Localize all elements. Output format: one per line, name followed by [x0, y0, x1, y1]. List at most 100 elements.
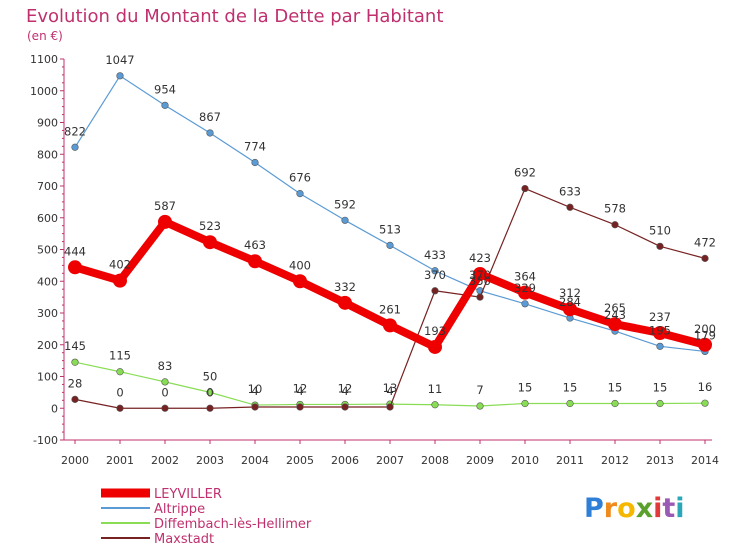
- data-label: 265: [604, 301, 626, 315]
- x-tick-label: 2002: [151, 454, 179, 467]
- data-point: [518, 285, 532, 300]
- data-point: [296, 403, 304, 411]
- data-point: [251, 158, 259, 167]
- data-label: 423: [469, 251, 491, 265]
- data-point: [386, 403, 394, 411]
- data-point: [428, 339, 442, 354]
- data-point: [68, 260, 82, 275]
- data-point: [566, 203, 574, 211]
- y-tick-label: 800: [37, 148, 58, 161]
- legend-label: Maxstadt: [154, 532, 214, 547]
- data-label: 633: [559, 184, 581, 198]
- data-point: [341, 403, 349, 411]
- data-point: [653, 326, 667, 341]
- y-tick-label: 200: [37, 339, 58, 352]
- data-point: [611, 221, 619, 229]
- data-label: 12: [338, 381, 353, 395]
- data-label: 28: [68, 376, 83, 390]
- x-tick-label: 2006: [331, 454, 359, 467]
- data-label: 510: [649, 223, 671, 237]
- data-label: 11: [428, 382, 443, 396]
- logo-letter: o: [617, 493, 636, 524]
- data-label: 261: [379, 302, 401, 316]
- x-tick-label: 2003: [196, 454, 224, 467]
- y-tick-label: 700: [37, 180, 58, 193]
- data-label: 4: [341, 384, 348, 398]
- data-label: 15: [608, 380, 623, 394]
- data-point: [566, 399, 574, 408]
- data-point: [521, 184, 529, 193]
- legend-label: Altrippe: [154, 502, 205, 517]
- data-point: [431, 401, 439, 409]
- data-labels: 8221047954867774676592513433370329284243…: [64, 53, 716, 399]
- x-tick-label: 2004: [241, 454, 269, 467]
- data-label: 237: [649, 310, 671, 324]
- data-label: 13: [383, 381, 398, 395]
- data-point: [71, 395, 79, 403]
- data-point: [476, 402, 484, 410]
- data-label: 578: [604, 202, 626, 216]
- data-point: [71, 358, 79, 366]
- data-point: [206, 388, 214, 396]
- data-label: 364: [514, 270, 536, 284]
- y-tick-label: 100: [37, 371, 58, 384]
- chart-title: Evolution du Montant de la Dette par Hab…: [26, 6, 443, 27]
- data-point: [701, 254, 709, 262]
- x-tick-label: 2007: [376, 454, 404, 467]
- data-label: 145: [64, 339, 86, 353]
- data-label: 200: [694, 322, 716, 336]
- legend-label: LEYVILLER: [154, 487, 222, 502]
- series-lines: [68, 72, 712, 412]
- data-label: 83: [158, 359, 173, 373]
- data-label: 402: [109, 258, 131, 272]
- data-label: 329: [514, 281, 536, 295]
- data-label: 16: [698, 380, 713, 394]
- logo-letter: i: [653, 493, 662, 524]
- x-tick-label: 2013: [646, 454, 674, 467]
- data-point: [206, 404, 214, 412]
- data-label: 4: [251, 384, 258, 398]
- x-tick-label: 2012: [601, 454, 629, 467]
- data-point: [656, 342, 664, 350]
- data-point: [656, 399, 664, 408]
- data-point: [431, 287, 439, 295]
- legend-label: Diffembach-lès-Hellimer: [154, 517, 312, 532]
- data-label: 179: [694, 328, 716, 342]
- legend: LEYVILLERAltrippeDiffembach-lès-Hellimer…: [101, 487, 312, 547]
- y-tick-label: -100: [33, 434, 58, 447]
- logo-letter: r: [604, 493, 618, 524]
- data-point: [473, 266, 487, 281]
- axes: -100010020030040050060070080090010001100…: [30, 53, 719, 467]
- y-tick-label: 300: [37, 307, 58, 320]
- data-label: 193: [424, 324, 446, 338]
- data-point: [158, 214, 172, 229]
- data-label: 284: [559, 295, 581, 309]
- data-label: 867: [199, 110, 221, 124]
- data-point: [341, 216, 349, 224]
- data-label: 676: [289, 171, 311, 185]
- data-label: 15: [563, 380, 578, 394]
- y-tick-label: 900: [37, 117, 58, 130]
- x-tick-label: 2014: [691, 454, 719, 467]
- data-label: 954: [154, 82, 176, 96]
- data-label: 472: [694, 235, 716, 249]
- data-point: [293, 274, 307, 289]
- data-point: [161, 404, 169, 412]
- data-point: [611, 399, 619, 408]
- x-tick-label: 2010: [511, 454, 539, 467]
- logo-letter: i: [675, 493, 684, 524]
- data-label: 822: [64, 124, 86, 138]
- x-tick-label: 2005: [286, 454, 314, 467]
- data-point: [383, 318, 397, 333]
- data-point: [656, 242, 664, 250]
- data-point: [251, 403, 259, 411]
- data-point: [296, 190, 304, 198]
- data-point: [71, 143, 79, 151]
- data-point: [206, 129, 214, 137]
- proxiti-logo: Proxiti: [584, 493, 685, 524]
- x-tick-label: 2001: [106, 454, 134, 467]
- data-point: [203, 235, 217, 250]
- data-label: 195: [649, 323, 671, 337]
